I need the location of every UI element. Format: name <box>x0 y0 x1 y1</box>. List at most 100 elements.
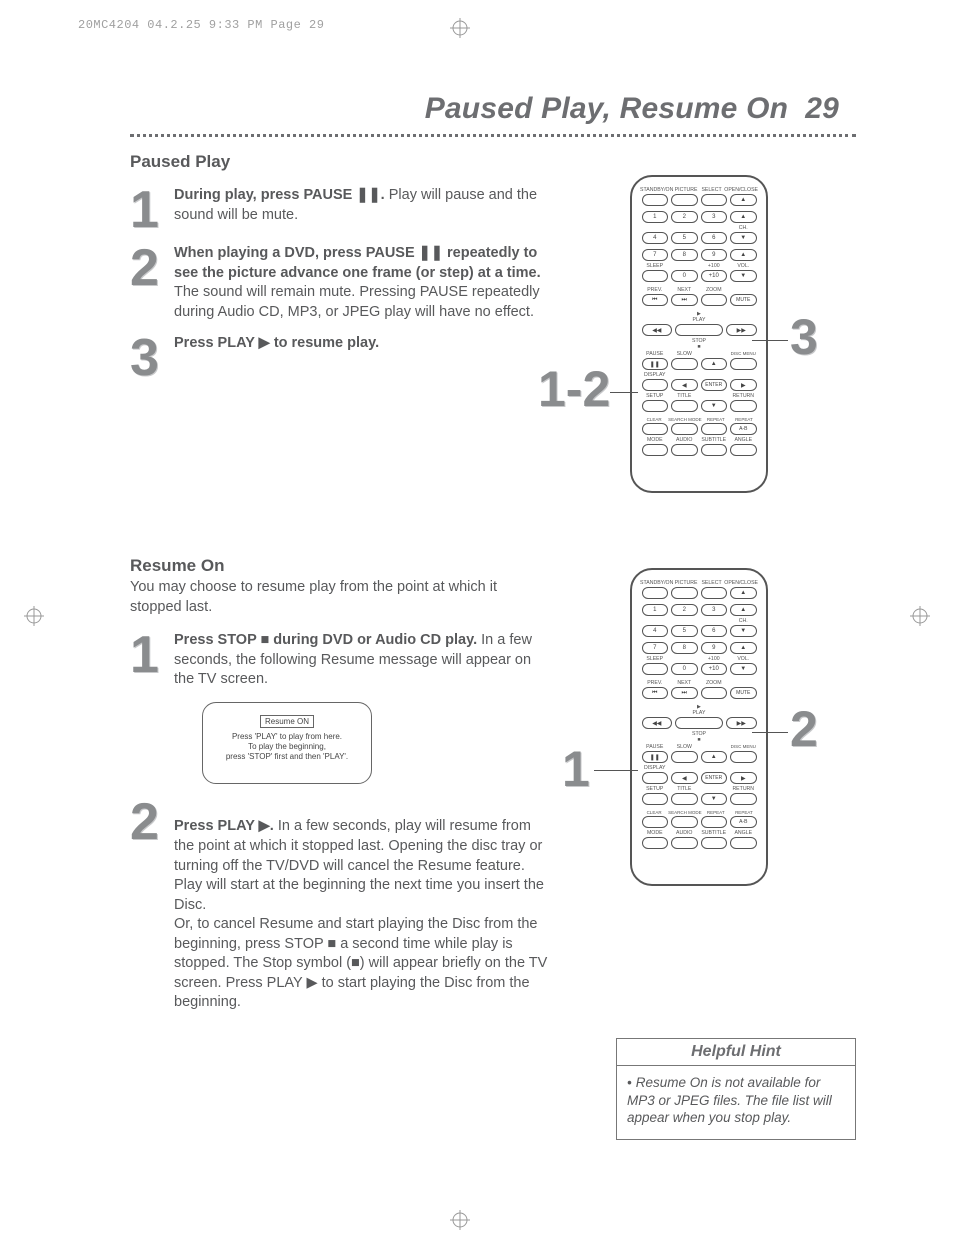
remote-label <box>670 225 700 231</box>
remote-button: 8 <box>671 642 698 654</box>
remote-button <box>675 324 723 336</box>
remote-label: SETUP <box>640 393 670 399</box>
remote-button <box>642 587 669 599</box>
remote-button <box>671 816 698 828</box>
remote-label: SLOW <box>670 744 700 750</box>
remote-button: ▲ <box>730 249 757 261</box>
remote-label: ▶PLAY <box>670 704 729 716</box>
remote-label: REPEAT <box>730 810 758 815</box>
remote-label <box>670 263 700 269</box>
step-text: Press PLAY ▶. In a few seconds, play wil… <box>168 798 550 1013</box>
remote-label <box>699 225 729 231</box>
step-bold: When playing a DVD, press PAUSE ❚❚ repea… <box>174 245 541 281</box>
remote-button <box>671 837 698 849</box>
remote-button: MUTE <box>730 687 757 699</box>
remote-button <box>671 194 698 206</box>
remote-button <box>642 423 669 435</box>
remote-button <box>642 772 669 784</box>
hint-text: Resume On is not available for MP3 or JP… <box>627 1075 832 1125</box>
remote-button: 9 <box>701 249 728 261</box>
remote-button <box>642 400 669 412</box>
remote-button: ◀ <box>671 379 698 391</box>
remote-label <box>729 287 759 293</box>
remote-button: ▲ <box>701 358 728 370</box>
remote-label: RETURN <box>729 786 759 792</box>
callout-line <box>594 770 638 771</box>
remote-button: 0 <box>671 270 698 282</box>
registration-mark-right <box>910 606 930 626</box>
remote-label <box>699 372 729 378</box>
remote-button <box>642 379 669 391</box>
remote-button <box>701 687 728 699</box>
step-bold: Press PLAY ▶ to resume play. <box>174 335 379 351</box>
remote-button: 3 <box>701 211 728 223</box>
remote-button: ▼ <box>701 793 728 805</box>
remote-label: DISC MENU <box>729 744 759 750</box>
remote-label: CLEAR <box>640 417 668 422</box>
step-text: During play, press PAUSE ❚❚. Play will p… <box>168 186 550 225</box>
remote-button <box>701 587 728 599</box>
remote-label <box>670 618 700 624</box>
callout-2: 2 <box>790 704 818 754</box>
remote-button: ▼ <box>730 270 757 282</box>
remote-button: 5 <box>671 625 698 637</box>
remote-label <box>699 618 729 624</box>
registration-mark-left <box>24 606 44 626</box>
remote-label <box>640 704 670 716</box>
remote-button: 7 <box>642 642 669 654</box>
remote-button <box>642 194 669 206</box>
remote-label: SEARCH MODE <box>668 810 702 815</box>
remote-label: ZOOM <box>699 287 729 293</box>
remote-button: 6 <box>701 625 728 637</box>
remote-label <box>699 744 729 750</box>
remote-button <box>730 837 757 849</box>
step-number: 2 <box>130 800 168 844</box>
remote-label: REPEAT <box>730 417 758 422</box>
step-rest: The sound will remain mute. Pressing PAU… <box>174 284 540 320</box>
remote-label: +100 <box>699 263 729 269</box>
tv-msg-line3: press 'STOP' first and then 'PLAY'. <box>203 752 371 762</box>
remote-label: AUDIO <box>670 437 700 443</box>
page-title-text: Paused Play, Resume On <box>425 92 788 125</box>
bullet-icon: • <box>627 1075 632 1090</box>
remote-button: ENTER <box>701 379 728 391</box>
remote-label: TITLE <box>670 786 700 792</box>
step-number: 1 <box>130 633 168 677</box>
remote-label: SELECT <box>699 580 724 586</box>
step-text: Press PLAY ▶ to resume play. <box>168 334 379 354</box>
remote-label: NEXT <box>670 680 700 686</box>
remote-label <box>699 765 729 771</box>
remote-label: +100 <box>699 656 729 662</box>
remote-label: SUBTITLE <box>699 437 729 443</box>
remote-button: ▲ <box>730 642 757 654</box>
remote-label <box>729 680 759 686</box>
remote-button: ◀◀ <box>642 324 673 336</box>
remote-button: ▲ <box>701 751 728 763</box>
remote-label <box>640 618 670 624</box>
resume-intro: You may choose to resume play from the p… <box>130 578 550 617</box>
remote-button: ▼ <box>730 663 757 675</box>
remote-label: ANGLE <box>729 830 759 836</box>
remote-label <box>699 786 729 792</box>
remote-button <box>671 358 698 370</box>
remote-button: ▲ <box>730 587 757 599</box>
remote-button <box>701 194 728 206</box>
remote-button <box>642 663 669 675</box>
remote-label: SLEEP <box>640 263 670 269</box>
remote-button: ▼ <box>730 625 757 637</box>
step-number: 3 <box>130 336 168 380</box>
remote-label: MODE <box>640 830 670 836</box>
remote-button <box>671 400 698 412</box>
remote-label <box>640 731 670 743</box>
remote-button: ▼ <box>730 232 757 244</box>
remote-button: 5 <box>671 232 698 244</box>
remote-label: DISC MENU <box>729 351 759 357</box>
registration-mark-bottom <box>450 1210 470 1230</box>
remote-button <box>671 444 698 456</box>
remote-label: SUBTITLE <box>699 830 729 836</box>
callout-1-2: 1-2 <box>538 364 610 414</box>
remote-button: ▼ <box>701 400 728 412</box>
remote-button: 1 <box>642 211 669 223</box>
helpful-hint-title: Helpful Hint <box>617 1039 855 1066</box>
remote-button <box>675 717 723 729</box>
